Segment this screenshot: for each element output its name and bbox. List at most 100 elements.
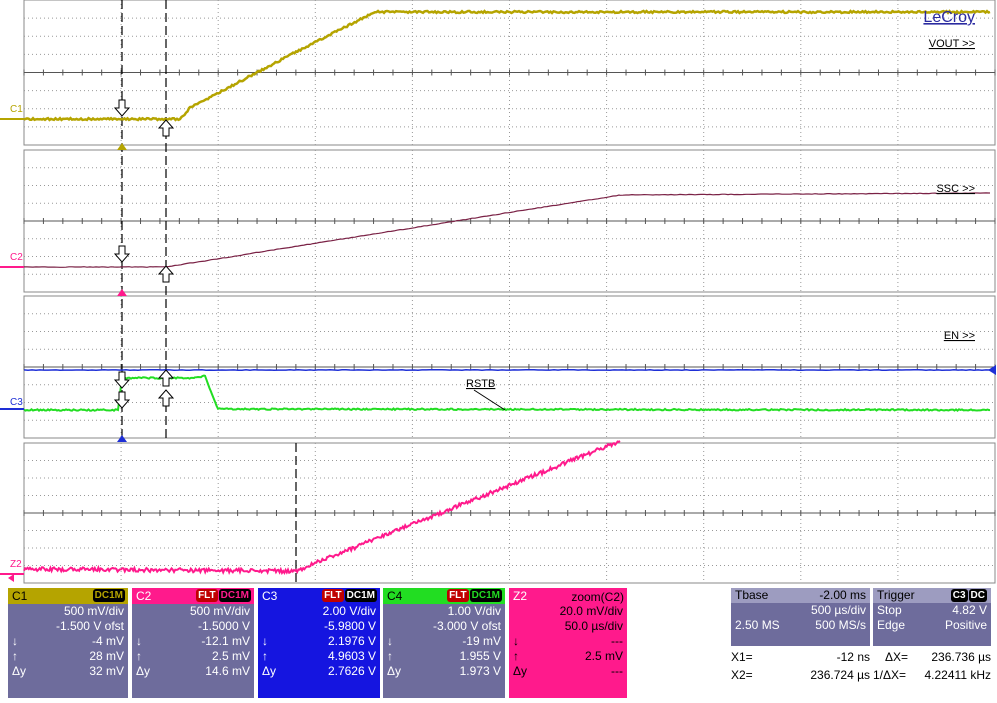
x2-label: X2=: [731, 668, 753, 682]
channel-row-dy: Δy 14.6 mV: [132, 664, 254, 679]
z2-tag: Z2: [10, 559, 22, 570]
channel-header: C2 FLT DC1M: [132, 588, 254, 604]
channel-row-scale: 1.00 V/div: [383, 604, 505, 619]
trigger-slope: Positive: [945, 618, 987, 633]
timebase-rate: 500 MS/s: [815, 618, 866, 633]
channel-row-down: ↓ -4 mV: [8, 634, 128, 649]
channel-row-up: ↑ 4.9603 V: [258, 649, 380, 664]
channel-down-value: ---: [611, 634, 623, 649]
channel-header: C4 FLT DC1M: [383, 588, 505, 604]
channel-scale-value: 500 mV/div: [190, 604, 250, 619]
channel-row-down: ↓ 2.1976 V: [258, 634, 380, 649]
channel-box-z2[interactable]: Z2 zoom(C2) 20.0 mV/div 50.0 µs/div ↓ --- ↑ 2.5…: [509, 588, 627, 698]
row-label: ↑: [136, 649, 142, 664]
row-label: ↓: [12, 634, 18, 649]
channel-row-scale: 2.00 V/div: [258, 604, 380, 619]
scope-display: LeCroy VOUT >> SSC >> EN >> RSTB C1 C2 C…: [0, 0, 997, 588]
channel-down-value: -19 mV: [462, 634, 501, 649]
channel-row-offset: -3.000 V ofst: [383, 619, 505, 634]
channel-badge: DC1M: [219, 589, 251, 602]
row-label: ↓: [513, 634, 519, 649]
channel-row-scale: 500 mV/div: [8, 604, 128, 619]
channel-row-dy: Δy ---: [509, 664, 627, 679]
inv-dx-value: 4.22411 kHz: [905, 668, 991, 682]
timebase-title: Tbase: [735, 588, 768, 603]
channel-badge: DC1M: [93, 589, 125, 602]
channel-row-dy: Δy 32 mV: [8, 664, 128, 679]
channel-box-c1[interactable]: C1 DC1M 500 mV/div -1.500 V ofst ↓ -4 mV ↑ 28 m…: [8, 588, 128, 698]
lecroy-logo: LeCroy: [923, 9, 975, 26]
channel-up-value: 2.5 mV: [212, 649, 250, 664]
channel-scale-value: 500 mV/div: [64, 604, 124, 619]
trigger-source: C3: [951, 589, 968, 602]
row-label: ↑: [262, 649, 268, 664]
channel-down-value: -12.1 mV: [201, 634, 250, 649]
x1-value: -12 ns: [790, 650, 870, 664]
row-label: ↓: [262, 634, 268, 649]
trigger-box[interactable]: Trigger C3 DC Stop 4.82 V Edge Positive: [873, 588, 991, 646]
channel-name: C4: [387, 588, 402, 604]
vout-label[interactable]: VOUT >>: [929, 38, 975, 50]
channel-header: C1 DC1M: [8, 588, 128, 604]
timebase-box[interactable]: Tbase -2.00 ms 500 µs/div 2.50 MS 500 MS…: [731, 588, 870, 646]
trigger-mode: Stop: [877, 603, 902, 618]
channel-row-offset: 50.0 µs/div: [509, 619, 627, 634]
timebase-delay: -2.00 ms: [819, 588, 866, 603]
channel-dy-value: 32 mV: [89, 664, 124, 679]
channel-badge: FLT: [322, 589, 344, 602]
channel-name: Z2: [513, 588, 527, 604]
en-label[interactable]: EN >>: [944, 330, 975, 342]
channel-down-value: 2.1976 V: [328, 634, 376, 649]
channel-offset-value: -1.500 V ofst: [56, 619, 124, 634]
channel-up-value: 1.955 V: [460, 649, 501, 664]
rstb-label[interactable]: RSTB: [466, 378, 495, 390]
x1-label: X1=: [731, 650, 753, 664]
row-label: ↑: [513, 649, 519, 664]
c1-tag: C1: [10, 104, 23, 115]
row-label: ↑: [387, 649, 393, 664]
channel-row-up: ↑ 2.5 mV: [132, 649, 254, 664]
dx-value: 236.736 µs: [905, 650, 991, 664]
channel-row-offset: -5.9800 V: [258, 619, 380, 634]
row-label: ↓: [387, 634, 393, 649]
channel-row-scale: 20.0 mV/div: [509, 604, 627, 619]
row-label: ↓: [136, 634, 142, 649]
channel-name: C3: [262, 588, 277, 604]
inv-dx-label: 1/ΔX=: [873, 668, 906, 682]
grid-panel: [24, 443, 995, 583]
trigger-type: Edge: [877, 618, 905, 633]
ssc-label[interactable]: SSC >>: [936, 183, 975, 195]
channel-up-value: 4.9603 V: [328, 649, 376, 664]
channel-box-c3[interactable]: C3 FLT DC1M 2.00 V/div -5.9800 V ↓ 2.1976 V ↑ 4.…: [258, 588, 380, 698]
channel-down-value: -4 mV: [92, 634, 124, 649]
trigger-title: Trigger: [877, 588, 915, 603]
channel-offset-value: -1.5000 V: [198, 619, 250, 634]
row-label: ↑: [12, 649, 18, 664]
x2-value: 236.724 µs: [770, 668, 870, 682]
channel-name: C1: [12, 588, 27, 604]
grid-panel: [24, 0, 995, 145]
channel-box-c4[interactable]: C4 FLT DC1M 1.00 V/div -3.000 V ofst ↓ -19 mV ↑…: [383, 588, 505, 698]
zoom-left-arrow[interactable]: [8, 574, 14, 582]
trigger-level: 4.82 V: [952, 603, 987, 618]
channel-row-up: ↑ 1.955 V: [383, 649, 505, 664]
channel-box-c2[interactable]: C2 FLT DC1M 500 mV/div -1.5000 V ↓ -12.1 mV ↑ 2.…: [132, 588, 254, 698]
graticule-grids: [24, 0, 995, 583]
channel-scale-value: 1.00 V/div: [448, 604, 501, 619]
row-label: Δy: [136, 664, 150, 679]
channel-scale-value: 2.00 V/div: [323, 604, 376, 619]
trigger-coupling: DC: [969, 589, 987, 602]
channel-row-down: ↓ ---: [509, 634, 627, 649]
row-label: Δy: [12, 664, 26, 679]
channel-row-down: ↓ -12.1 mV: [132, 634, 254, 649]
row-label: Δy: [387, 664, 401, 679]
channel-row-up: ↑ 2.5 mV: [509, 649, 627, 664]
channel-dy-value: 1.973 V: [460, 664, 501, 679]
channel-row-offset: -1.5000 V: [132, 619, 254, 634]
channel-up-value: 2.5 mV: [585, 649, 623, 664]
channel-name: C2: [136, 588, 151, 604]
timebase-samples: 2.50 MS: [735, 618, 780, 633]
channel-badge: FLT: [196, 589, 218, 602]
row-label: Δy: [513, 664, 527, 679]
channel-header: C3 FLT DC1M: [258, 588, 380, 604]
